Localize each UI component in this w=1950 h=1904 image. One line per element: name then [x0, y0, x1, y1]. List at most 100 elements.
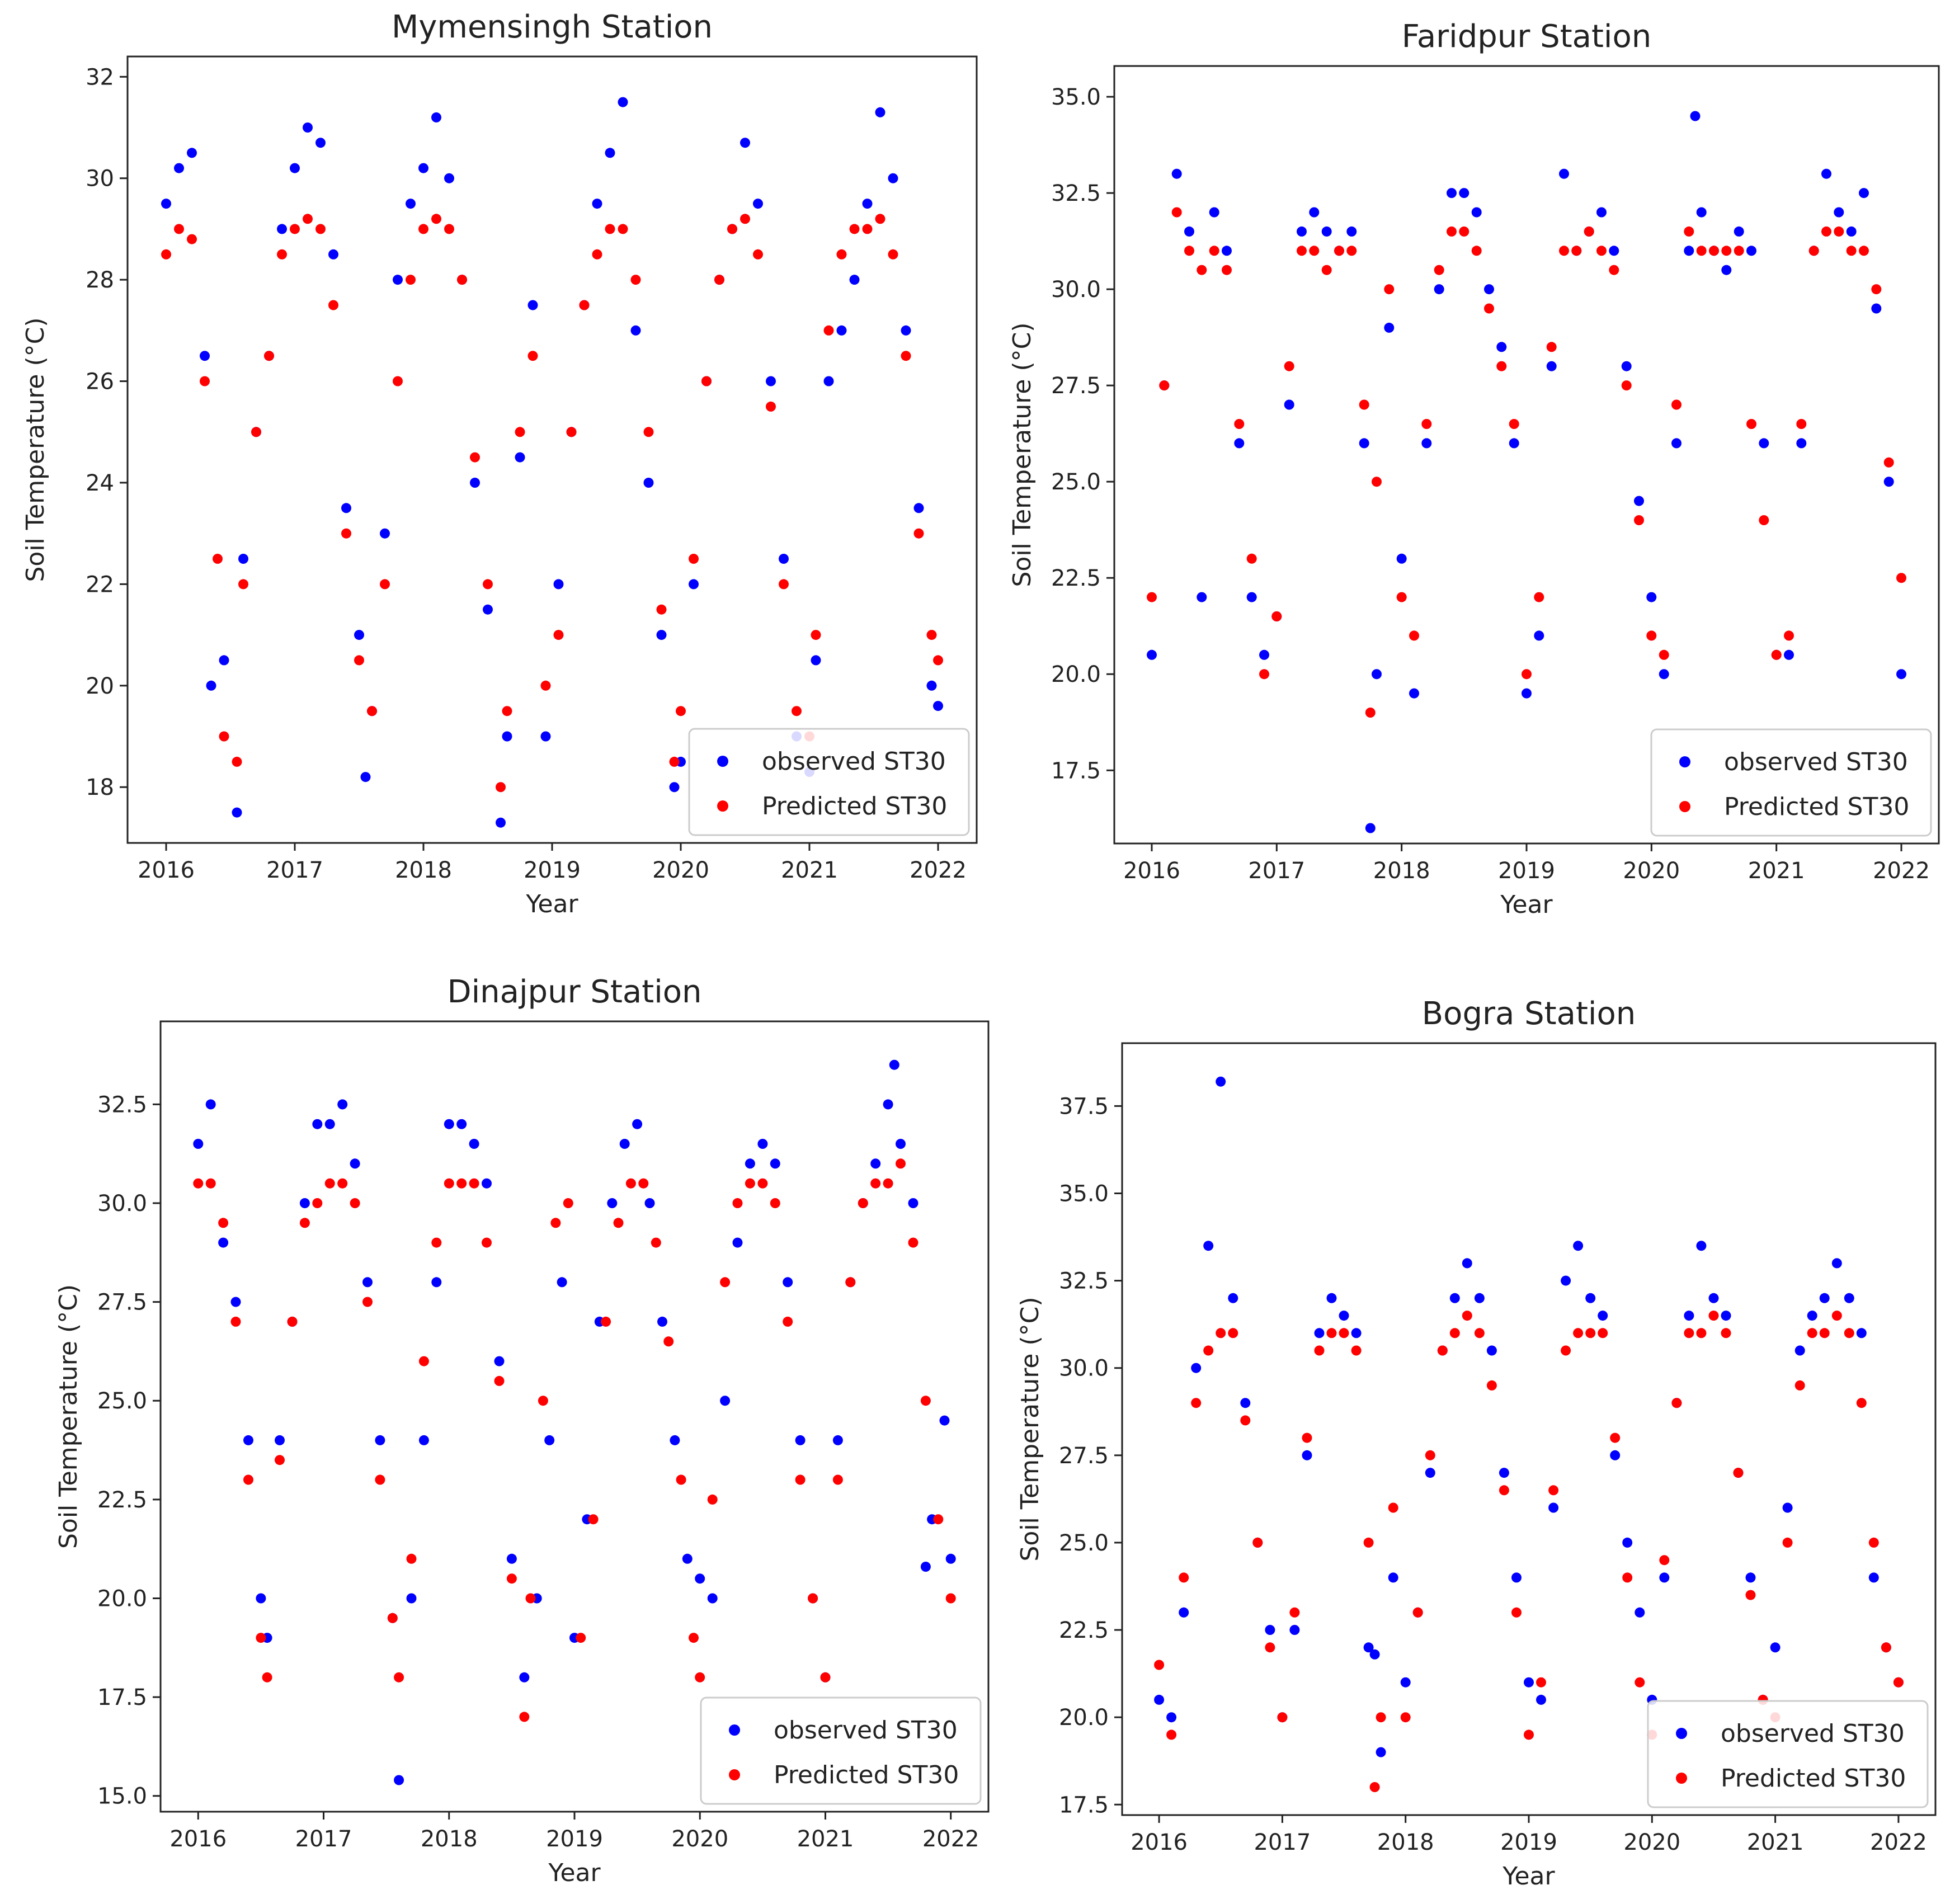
data-point [933, 1514, 944, 1525]
x-tick-label: 2020 [671, 1826, 728, 1852]
data-point [875, 214, 885, 224]
data-point [663, 1336, 674, 1347]
data-point [1376, 1712, 1386, 1723]
data-point [1302, 1432, 1312, 1443]
y-tick-label: 27.5 [1059, 1443, 1109, 1469]
y-tick-label: 35.0 [1059, 1181, 1109, 1207]
data-point [470, 452, 480, 463]
data-point [1400, 1712, 1411, 1723]
data-point [431, 1277, 442, 1288]
data-point [1808, 246, 1819, 256]
data-point [218, 1237, 229, 1248]
data-point [1746, 419, 1756, 429]
data-point [896, 1139, 906, 1149]
data-point [1635, 1607, 1645, 1618]
data-point [287, 1316, 298, 1327]
data-point [1548, 1502, 1559, 1513]
data-point [1807, 1311, 1817, 1321]
data-point [1634, 515, 1644, 525]
data-point [901, 351, 911, 361]
y-axis-label: Soil Temperature (°C) [21, 317, 50, 582]
data-point [1559, 168, 1569, 179]
data-point [1834, 226, 1844, 237]
data-point [1684, 246, 1694, 256]
data-point [862, 224, 873, 234]
data-point [1585, 1293, 1596, 1303]
data-point [1844, 1293, 1854, 1303]
data-point [502, 706, 512, 717]
data-point [1846, 226, 1857, 237]
data-point [1459, 188, 1469, 199]
data-point [757, 1178, 768, 1189]
data-point [275, 1455, 285, 1465]
data-point [689, 1633, 699, 1643]
data-point [444, 1178, 454, 1189]
data-point [1883, 477, 1894, 487]
data-point [303, 214, 313, 224]
data-point [875, 107, 885, 117]
data-point [1147, 649, 1157, 660]
data-point [1234, 438, 1245, 449]
data-point [1484, 303, 1494, 314]
data-point [858, 1198, 868, 1208]
data-point [1259, 649, 1269, 660]
data-point [808, 1593, 818, 1604]
y-tick-label: 25.0 [1051, 469, 1101, 495]
data-point [888, 173, 898, 183]
data-point [312, 1198, 323, 1208]
data-point [1536, 1694, 1546, 1705]
x-tick-label: 2021 [781, 857, 838, 883]
data-point [695, 1573, 705, 1584]
data-point [1209, 246, 1219, 256]
data-point [845, 1277, 856, 1288]
data-point [1896, 573, 1906, 583]
data-point [605, 224, 615, 234]
y-tick-label: 22.5 [1051, 565, 1101, 591]
data-point [290, 224, 300, 234]
data-point [1365, 708, 1376, 718]
data-point [1234, 419, 1245, 429]
data-point [456, 1119, 467, 1129]
data-point [836, 325, 847, 336]
y-tick-label: 32.5 [1059, 1269, 1109, 1294]
data-point [1696, 207, 1707, 218]
data-point [494, 1356, 505, 1366]
data-point [1297, 226, 1307, 237]
data-point [1203, 1345, 1214, 1356]
data-point [1437, 1345, 1448, 1356]
data-point [1622, 1572, 1633, 1583]
data-point [933, 701, 943, 711]
x-tick-label: 2019 [1500, 1830, 1557, 1855]
data-point [1309, 246, 1320, 256]
data-point [1834, 207, 1844, 218]
data-point [1796, 419, 1807, 429]
data-point [1684, 1311, 1694, 1321]
data-point [1634, 496, 1644, 506]
data-point [1573, 1241, 1584, 1251]
x-tick-label: 2018 [1373, 858, 1430, 884]
data-point [496, 817, 506, 828]
data-point [576, 1633, 586, 1643]
data-point [1721, 265, 1732, 275]
data-point [200, 351, 210, 361]
data-point [601, 1316, 611, 1327]
data-point [1372, 669, 1382, 680]
data-point [469, 1178, 479, 1189]
data-point [849, 275, 860, 285]
data-point [360, 772, 371, 783]
data-point [362, 1277, 373, 1288]
series-observed [1147, 111, 1906, 833]
data-point [1659, 649, 1669, 660]
data-point [1684, 1328, 1694, 1339]
data-point [418, 1435, 429, 1445]
data-point [1359, 399, 1369, 410]
data-point [1154, 1660, 1165, 1670]
data-point [1154, 1694, 1165, 1705]
y-tick-label: 20.0 [97, 1586, 147, 1611]
data-point [656, 604, 667, 615]
data-point [1252, 1537, 1263, 1548]
data-point [1396, 592, 1407, 602]
data-point [1635, 1677, 1645, 1688]
data-point [205, 1178, 216, 1189]
